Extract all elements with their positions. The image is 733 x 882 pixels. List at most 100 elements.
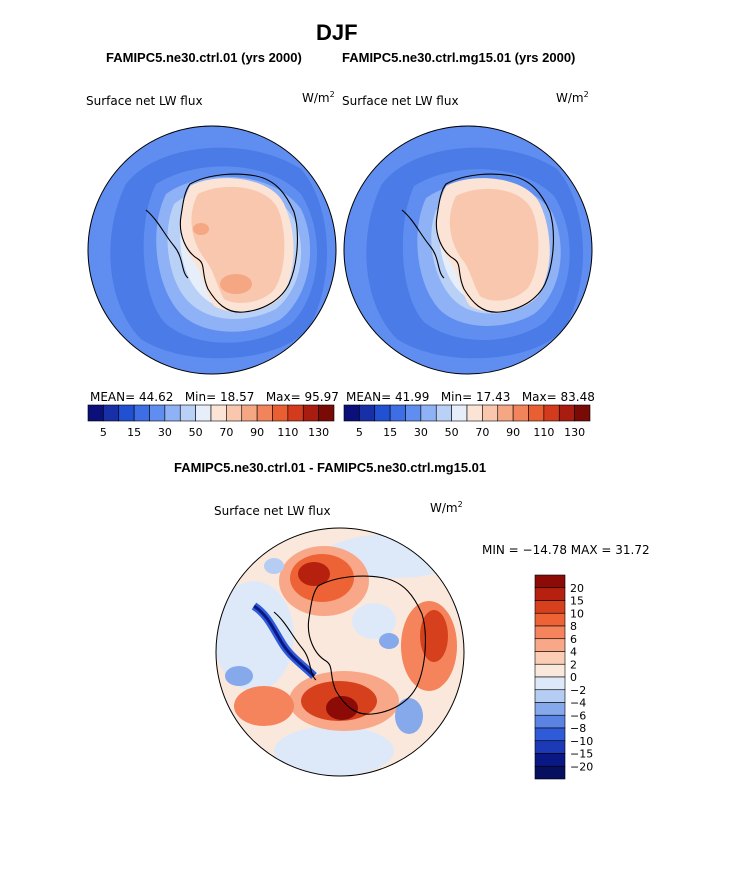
min-label: Min= [184,390,217,404]
colorbar-swatch [164,404,181,422]
colorbar-swatch [389,404,406,422]
mean-value: 44.62 [139,390,174,404]
colorbar-tick-label: −15 [570,748,593,761]
map-mg15 [343,125,593,375]
colorbar-swatch [534,574,566,589]
colorbar-tick-label: 2 [570,658,577,671]
colorbar-swatch [534,714,566,729]
mean-label: MEAN= [90,390,136,404]
max-label: Max= [521,390,557,404]
figure-title: DJF [316,20,358,45]
colorbar-swatch [543,404,560,422]
colorbar-swatch [466,404,483,422]
colorbar-tick-label: 6 [570,633,577,646]
colorbar-swatch [534,676,566,691]
colorbar-swatch [534,702,566,716]
colorbar-tick-label: −2 [570,684,586,697]
colorbar-swatch [435,404,452,422]
colorbar-swatch [302,404,319,422]
colorbar-tick-label: −6 [570,709,586,722]
colorbar-tick-label: −8 [570,722,586,735]
min-value: 17.43 [476,390,511,404]
mean-label: MEAN= [346,390,392,404]
colorbar-swatch [534,587,566,601]
panel-left-field-label: Surface net LW flux [86,94,203,108]
colorbar-swatch [318,404,335,422]
colorbar-swatch [534,753,566,767]
map-ctrl [87,125,337,375]
min-value: 18.57 [220,390,255,404]
colorbar-swatch [512,404,529,422]
map-difference [215,527,465,777]
colorbar-swatch [534,663,566,678]
colorbar-tick-label: 30 [414,426,428,439]
max-label: Max= [265,390,301,404]
colorbar-swatch [534,765,566,780]
diff-heading: FAMIPC5.ne30.ctrl.01 - FAMIPC5.ne30.ctrl… [174,460,487,475]
colorbar-swatch [374,404,391,422]
panel-right-units: W/m2 [556,90,589,105]
colorbar-tick-label: 70 [475,426,489,439]
colorbar-tick-label: 15 [570,595,584,608]
min-label: Min= [440,390,473,404]
colorbar-swatch [534,651,566,665]
colorbar-tick-label: −20 [570,760,593,773]
colorbar-tick-label: 110 [277,426,298,439]
colorbar-swatch [256,404,273,422]
colorbar-swatch [534,600,566,614]
colorbar-tick-label: 10 [570,607,584,620]
colorbar-swatch [226,404,243,422]
panel-left-heading: FAMIPC5.ne30.ctrl.01 (yrs 2000) [106,50,302,65]
colorbar-swatch [420,404,437,422]
colorbar-ctrl: 5 15 30 50 70 90 110 130 [87,404,335,439]
diff-units: W/m2 [430,500,463,515]
colorbar-swatch [534,625,566,640]
colorbar-swatch [210,404,227,422]
colorbar-swatch [118,404,135,422]
colorbar-swatch [287,404,304,422]
colorbar-tick-label: 130 [308,426,329,439]
colorbar-swatch [534,612,566,627]
colorbar-swatch [272,404,289,422]
colorbar-tick-label: 5 [100,426,107,439]
colorbar-swatch [179,404,196,422]
colorbar-swatch [558,404,575,422]
colorbar-swatch [87,404,104,422]
colorbar-swatch [482,404,499,422]
colorbar-mg15: 5 15 30 50 70 90 110 130 [343,404,591,439]
colorbar-tick-label: 15 [127,426,141,439]
max-value: 95.97 [304,390,339,404]
colorbar-swatch [405,404,422,422]
colorbar-swatch [534,740,566,754]
colorbar-swatch [528,404,545,422]
diff-minmax: MIN = −14.78 MAX = 31.72 [482,543,650,557]
colorbar-tick-label: 8 [570,620,577,633]
colorbar-swatch [451,404,468,422]
panel-right-field-label: Surface net LW flux [342,94,459,108]
colorbar-tick-label: 0 [570,671,577,684]
colorbar-tick-label: 20 [570,582,584,595]
colorbar-swatch [534,689,566,703]
panel-right-heading: FAMIPC5.ne30.ctrl.mg15.01 (yrs 2000) [342,50,576,65]
colorbar-tick-label: 70 [219,426,233,439]
colorbar-tick-label: 130 [564,426,585,439]
colorbar-swatch [497,404,514,422]
colorbar-swatch [359,404,376,422]
colorbar-tick-label: 90 [250,426,264,439]
colorbar-tick-label: 110 [533,426,554,439]
colorbar-swatch [195,404,212,422]
colorbar-tick-label: 50 [445,426,459,439]
panel-right-stats: MEAN= 41.99 Min= 17.43 Max= 83.48 [346,390,595,404]
colorbar-swatch [241,404,258,422]
panel-left-units: W/m2 [302,90,335,105]
colorbar-swatch [534,638,566,652]
colorbar-tick-label: 15 [383,426,397,439]
colorbar-tick-label: −4 [570,697,586,710]
colorbar-swatch [133,404,150,422]
colorbar-tick-label: 30 [158,426,172,439]
colorbar-swatch [149,404,166,422]
colorbar-swatch [103,404,120,422]
colorbar-tick-label: 50 [189,426,203,439]
diff-field-label: Surface net LW flux [214,504,331,518]
